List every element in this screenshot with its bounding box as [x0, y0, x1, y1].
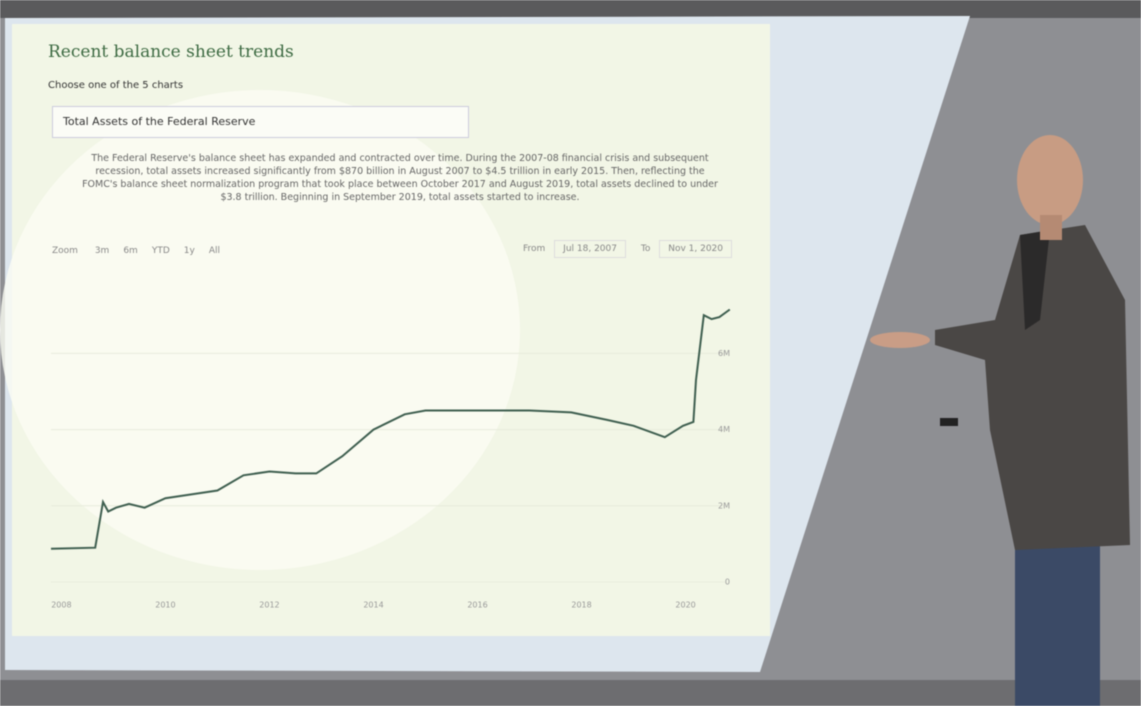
- x-tick-label: 2012: [259, 601, 279, 610]
- y-tick-label: 0: [725, 578, 730, 587]
- chart: 0 2M 4M 6M 2008 2010 2012 2014 2016 2018 2020: [0, 0, 1141, 706]
- x-tick-label: 2016: [467, 601, 487, 610]
- y-tick-label: 4M: [718, 425, 730, 434]
- x-tick-label: 2008: [51, 601, 71, 610]
- y-tick-label: 6M: [718, 349, 730, 358]
- x-tick-label: 2014: [363, 601, 383, 610]
- scene: Recent balance sheet trends Choose one o…: [0, 0, 1141, 706]
- x-tick-label: 2018: [571, 601, 591, 610]
- x-tick-label: 2020: [675, 601, 695, 610]
- x-tick-label: 2010: [155, 601, 175, 610]
- y-tick-label: 2M: [718, 501, 730, 510]
